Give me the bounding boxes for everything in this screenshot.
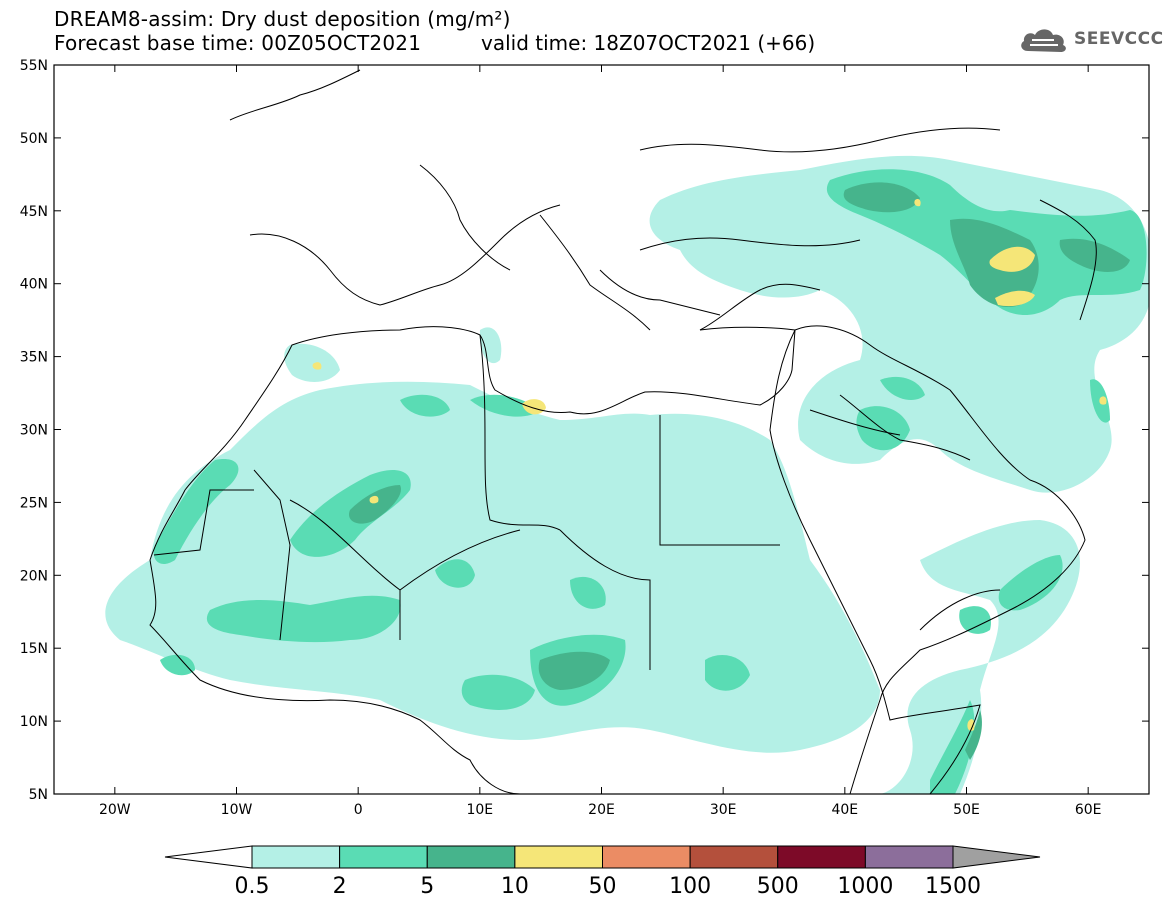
lat-tick-label: 35N [20,350,48,366]
lat-tick-label: 55N [20,58,48,74]
lat-tick-label: 45N [20,204,48,220]
colorbar-swatch [426,845,516,869]
dust-deposition-field [105,155,1149,794]
seevccc-logo: SEEVCCC [1018,25,1163,59]
lon-tick-label: 20W [99,802,131,818]
lat-tick-label: 15N [20,641,48,657]
coastlines-borders [149,69,1097,794]
colorbar-under-arrow [164,845,253,869]
cloud-icon [1021,29,1066,52]
colorbar-level-label: 500 [757,874,799,899]
colorbar-level-label: 0.5 [235,874,270,899]
latitude-axis: 55N 50N 45N 40N 35N 30N 25N 20N 15N 10N 5N [20,58,1149,803]
level-10-50-contours [312,198,1107,731]
lon-tick-label: 20E [588,802,615,818]
colorbar-swatch [864,845,954,869]
lon-tick-label: 10W [221,802,253,818]
lat-tick-label: 30N [20,423,48,439]
forecast-base-time: Forecast base time: 00Z05OCT2021 [54,31,422,55]
longitude-axis: 20W 10W 0 10E 20E 30E 40E 50E 60E [99,65,1102,818]
colorbar-level-label: 1000 [837,874,893,899]
colorbar-swatch [514,845,603,869]
lat-tick-label: 50N [20,131,48,147]
colorbar-swatch [339,845,428,869]
colorbar-level-label: 50 [589,874,617,899]
lat-tick-label: 10N [20,714,48,730]
logo-text: SEEVCCC [1074,29,1164,49]
lat-tick-label: 25N [20,495,48,511]
chart-title: DREAM8-assim: Dry dust deposition (mg/m²… [54,7,511,31]
colorbar-level-label: 2 [333,874,347,899]
colorbar-level-label: 100 [669,874,711,899]
lat-tick-label: 20N [20,568,48,584]
lat-tick-label: 40N [20,277,48,293]
lon-tick-label: 10E [466,802,493,818]
lon-tick-label: 0 [354,802,363,818]
lon-tick-label: 50E [953,802,980,818]
colorbar-swatch [777,845,866,869]
valid-time: valid time: 18Z07OCT2021 (+66) [481,31,816,55]
lat-tick-label: 5N [29,787,48,803]
lon-tick-label: 60E [1075,802,1102,818]
colorbar-level-label: 10 [501,874,529,899]
lon-tick-label: 30E [710,802,737,818]
colorbar: 0.5 2 5 10 50 100 500 1000 1500 [164,845,1041,899]
colorbar-swatch [689,845,779,869]
colorbar-level-label: 5 [420,874,434,899]
lon-tick-label: 40E [831,802,858,818]
colorbar-over-arrow [952,845,1041,869]
colorbar-level-label: 1500 [925,874,981,899]
colorbar-swatch [602,845,691,869]
colorbar-swatch [251,845,341,869]
